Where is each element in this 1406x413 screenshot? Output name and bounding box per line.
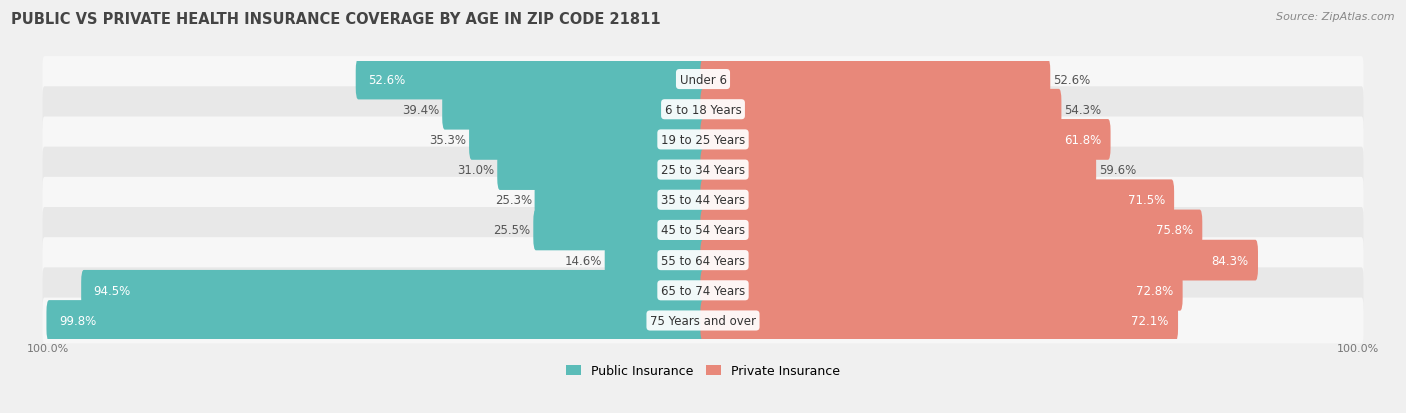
FancyBboxPatch shape — [700, 90, 1062, 130]
FancyBboxPatch shape — [700, 120, 1111, 160]
Text: 25.3%: 25.3% — [495, 194, 531, 207]
FancyBboxPatch shape — [42, 117, 1364, 163]
Text: 25.5%: 25.5% — [494, 224, 530, 237]
Text: 99.8%: 99.8% — [59, 314, 96, 327]
Text: 45 to 54 Years: 45 to 54 Years — [661, 224, 745, 237]
Text: 71.5%: 71.5% — [1128, 194, 1166, 207]
FancyBboxPatch shape — [700, 150, 1097, 190]
FancyBboxPatch shape — [605, 240, 706, 281]
FancyBboxPatch shape — [42, 87, 1364, 133]
Text: 31.0%: 31.0% — [457, 164, 495, 177]
Text: 19 to 25 Years: 19 to 25 Years — [661, 133, 745, 147]
Text: 25 to 34 Years: 25 to 34 Years — [661, 164, 745, 177]
Text: 75.8%: 75.8% — [1156, 224, 1194, 237]
Text: 55 to 64 Years: 55 to 64 Years — [661, 254, 745, 267]
FancyBboxPatch shape — [356, 59, 706, 100]
Legend: Public Insurance, Private Insurance: Public Insurance, Private Insurance — [561, 359, 845, 382]
FancyBboxPatch shape — [443, 90, 706, 130]
Text: Source: ZipAtlas.com: Source: ZipAtlas.com — [1277, 12, 1395, 22]
FancyBboxPatch shape — [498, 150, 706, 190]
Text: PUBLIC VS PRIVATE HEALTH INSURANCE COVERAGE BY AGE IN ZIP CODE 21811: PUBLIC VS PRIVATE HEALTH INSURANCE COVER… — [11, 12, 661, 27]
Text: 54.3%: 54.3% — [1064, 104, 1101, 116]
FancyBboxPatch shape — [700, 59, 1050, 100]
FancyBboxPatch shape — [42, 298, 1364, 344]
FancyBboxPatch shape — [534, 180, 706, 221]
Text: 35 to 44 Years: 35 to 44 Years — [661, 194, 745, 207]
FancyBboxPatch shape — [700, 300, 1178, 341]
FancyBboxPatch shape — [470, 120, 706, 160]
Text: Under 6: Under 6 — [679, 74, 727, 86]
FancyBboxPatch shape — [46, 300, 706, 341]
Text: 6 to 18 Years: 6 to 18 Years — [665, 104, 741, 116]
Text: 35.3%: 35.3% — [429, 133, 467, 147]
Text: 39.4%: 39.4% — [402, 104, 440, 116]
Text: 72.1%: 72.1% — [1132, 314, 1168, 327]
FancyBboxPatch shape — [42, 268, 1364, 313]
Text: 75 Years and over: 75 Years and over — [650, 314, 756, 327]
FancyBboxPatch shape — [42, 207, 1364, 253]
FancyBboxPatch shape — [42, 57, 1364, 103]
Text: 84.3%: 84.3% — [1212, 254, 1249, 267]
Text: 14.6%: 14.6% — [565, 254, 602, 267]
FancyBboxPatch shape — [42, 178, 1364, 223]
Text: 72.8%: 72.8% — [1136, 284, 1174, 297]
FancyBboxPatch shape — [700, 240, 1258, 281]
Text: 52.6%: 52.6% — [368, 74, 405, 86]
Text: 52.6%: 52.6% — [1053, 74, 1090, 86]
FancyBboxPatch shape — [42, 147, 1364, 193]
Text: 65 to 74 Years: 65 to 74 Years — [661, 284, 745, 297]
FancyBboxPatch shape — [42, 237, 1364, 283]
FancyBboxPatch shape — [700, 180, 1174, 221]
Text: 94.5%: 94.5% — [94, 284, 131, 297]
FancyBboxPatch shape — [82, 270, 706, 311]
FancyBboxPatch shape — [700, 210, 1202, 251]
Text: 59.6%: 59.6% — [1098, 164, 1136, 177]
FancyBboxPatch shape — [533, 210, 706, 251]
Text: 61.8%: 61.8% — [1064, 133, 1101, 147]
FancyBboxPatch shape — [700, 270, 1182, 311]
